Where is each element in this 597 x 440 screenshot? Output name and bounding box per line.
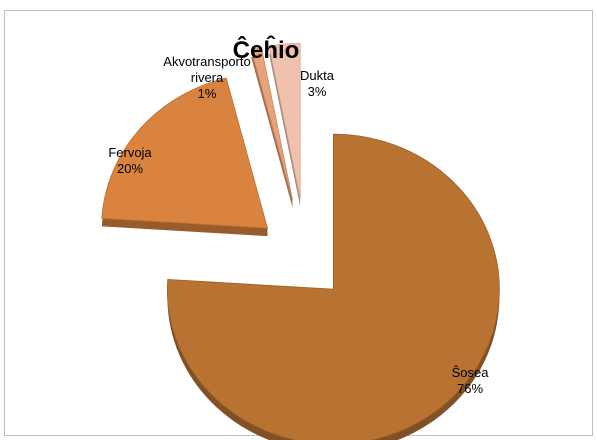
data-label-dukta: Dukta 3% <box>300 68 335 99</box>
data-label-sosea: Ŝosea 76% <box>452 365 490 396</box>
data-label-fervoja: Fervoja 20% <box>108 145 152 176</box>
pie-slice-akvotransporto-rivera <box>250 46 293 200</box>
pie-slice-fervoja <box>101 77 269 229</box>
pie-slice-sosea <box>166 133 500 440</box>
slices-layer <box>101 42 500 440</box>
data-label-akvotransporto-rivera: Akvotransporto rivera 1% <box>163 54 250 101</box>
labels-layer: Ŝosea 76% Fervoja 20% Akvotransporto rivera 1%… <box>108 54 489 396</box>
pie-slice-dukta <box>268 42 301 199</box>
chart-title: Ĉeĥio <box>233 35 300 64</box>
slice-depth-fervoja <box>101 77 268 237</box>
slice-depth-dukta <box>269 43 301 207</box>
